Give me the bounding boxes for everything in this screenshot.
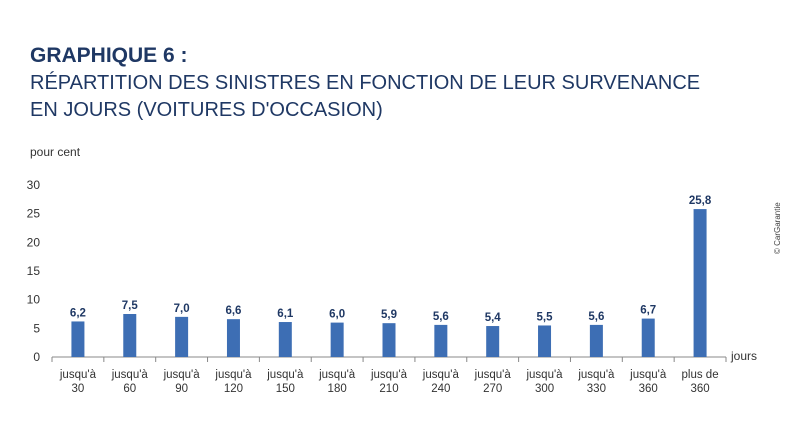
bar xyxy=(226,319,240,357)
x-category-label: 60 xyxy=(123,383,136,395)
bar xyxy=(641,318,655,357)
x-category-label: 300 xyxy=(535,383,554,395)
bars xyxy=(71,209,707,357)
bar-value-label: 6,6 xyxy=(225,305,241,317)
bar-value-label: 6,0 xyxy=(329,309,345,321)
bar-value-label: 6,1 xyxy=(277,308,294,320)
x-category-label: jusqu'à xyxy=(214,369,252,381)
bar-value-label: 6,7 xyxy=(640,305,656,317)
x-category-label: jusqu'à xyxy=(422,369,460,381)
bar xyxy=(382,323,396,357)
credit-label: © CarGarantie xyxy=(773,202,782,254)
y-tick-label: 25 xyxy=(27,207,41,221)
bar xyxy=(278,322,292,357)
bar-value-label: 5,6 xyxy=(433,311,449,323)
x-category-label: jusqu'à xyxy=(59,369,97,381)
x-category-label: jusqu'à xyxy=(525,369,563,381)
bar xyxy=(693,209,707,357)
bar xyxy=(71,321,85,357)
x-category-label: 120 xyxy=(224,383,243,395)
x-category-label: jusqu'à xyxy=(318,369,356,381)
bar xyxy=(434,324,448,357)
bar-value-label: 5,5 xyxy=(537,311,554,323)
bar xyxy=(589,324,603,357)
x-category-label: 30 xyxy=(72,383,85,395)
x-category-label: 360 xyxy=(690,383,709,395)
x-category-label: 90 xyxy=(175,383,188,395)
x-category-label: plus de xyxy=(682,369,719,381)
x-category-label: jusqu'à xyxy=(370,369,408,381)
x-category-label: 270 xyxy=(483,383,502,395)
category-labels: jusqu'à 30 jusqu'à 60 jusqu'à 90 jusqu'à 120 jus… xyxy=(59,369,719,395)
credit-text: © CarGarantie xyxy=(773,202,782,254)
y-tick-label: 0 xyxy=(33,350,40,364)
x-category-label: jusqu'à xyxy=(163,369,201,381)
bar-value-label: 25,8 xyxy=(689,195,712,207)
x-category-label: 360 xyxy=(639,383,658,395)
y-axis-label: pour cent xyxy=(30,145,81,159)
x-category-label: 150 xyxy=(276,383,295,395)
value-labels: 6,2 7,5 7,0 6,6 6,1 6,0 5,9 5,6 5,4 5,5 5,6 6,7 25,8 xyxy=(70,195,712,324)
x-category-label: jusqu'à xyxy=(474,369,512,381)
y-tick-label: 15 xyxy=(27,264,41,278)
bar xyxy=(330,322,344,357)
bar-value-label: 5,6 xyxy=(588,311,604,323)
bar xyxy=(486,326,500,357)
x-axis-label: jours xyxy=(730,349,757,363)
bar xyxy=(175,316,189,357)
x-category-label: 240 xyxy=(431,383,450,395)
bar-value-label: 5,4 xyxy=(485,312,502,324)
y-tick-label: 5 xyxy=(33,321,40,335)
bar xyxy=(123,314,137,357)
x-category-label: 330 xyxy=(587,383,606,395)
bar-value-label: 7,0 xyxy=(174,303,190,315)
y-tick-label: 30 xyxy=(27,178,41,192)
x-category-label: 210 xyxy=(379,383,398,395)
y-tick-label: 10 xyxy=(27,293,41,307)
chart-heading: GRAPHIQUE 6 : xyxy=(30,44,188,67)
x-category-label: 180 xyxy=(328,383,347,395)
x-category-label: jusqu'à xyxy=(629,369,667,381)
bar-value-label: 7,5 xyxy=(122,300,139,312)
bar xyxy=(538,325,552,357)
bar-value-label: 6,2 xyxy=(70,307,86,319)
bar-value-label: 5,9 xyxy=(381,309,397,321)
y-tick-label: 20 xyxy=(27,235,41,249)
x-axis-ticks xyxy=(51,357,727,362)
x-category-label: jusqu'à xyxy=(266,369,304,381)
y-axis-ticks: 0 5 10 15 20 25 30 xyxy=(27,178,41,364)
x-category-label: jusqu'à xyxy=(111,369,149,381)
x-category-label: jusqu'à xyxy=(577,369,615,381)
chart-subtitle: RÉPARTITION DES SINISTRES EN FONCTION DE… xyxy=(30,72,701,121)
